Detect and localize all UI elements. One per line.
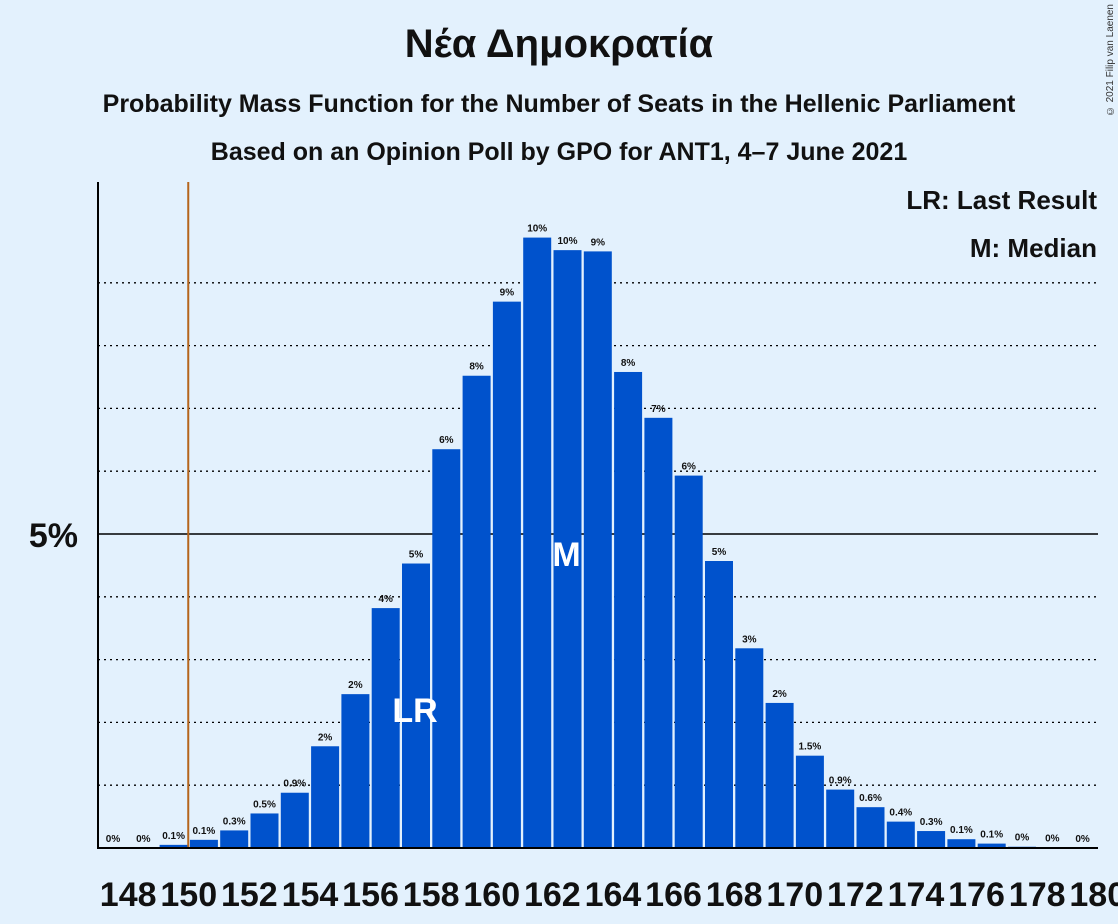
bar-value-label: 0.1% bbox=[980, 830, 1003, 841]
bar bbox=[220, 830, 249, 848]
bar bbox=[280, 792, 309, 848]
x-tick-label: 160 bbox=[463, 876, 520, 914]
bar bbox=[795, 755, 824, 848]
bar bbox=[341, 694, 370, 848]
bar bbox=[189, 839, 218, 848]
bar bbox=[705, 561, 733, 848]
x-tick-label: 150 bbox=[160, 876, 217, 914]
bar-value-label: 0.3% bbox=[223, 816, 246, 827]
x-tick-label: 178 bbox=[1009, 876, 1066, 914]
x-tick-label: 170 bbox=[766, 876, 823, 914]
x-tick-label: 162 bbox=[524, 876, 581, 914]
bar-value-label: 0% bbox=[1045, 834, 1060, 845]
bar-value-label: 0% bbox=[1015, 833, 1030, 844]
bar-value-label: 0.3% bbox=[920, 817, 943, 828]
x-tick-label: 152 bbox=[221, 876, 278, 914]
bar-value-label: 10% bbox=[557, 236, 577, 247]
bar bbox=[886, 821, 915, 848]
x-tick-label: 164 bbox=[585, 876, 642, 914]
x-tick-label: 154 bbox=[282, 876, 339, 914]
bar bbox=[644, 417, 673, 848]
bar bbox=[583, 251, 612, 848]
chart-subtitle: Probability Mass Function for the Number… bbox=[102, 90, 1016, 118]
bar bbox=[826, 789, 855, 848]
bar bbox=[977, 843, 1006, 848]
bar bbox=[432, 449, 461, 848]
bar-value-label: 0.9% bbox=[829, 776, 852, 787]
bar-value-label: 0% bbox=[1075, 834, 1090, 845]
bar-value-label: 0.6% bbox=[859, 793, 882, 804]
x-tick-label: 180 bbox=[1069, 876, 1118, 914]
bar bbox=[462, 375, 491, 848]
legend-median: M: Median bbox=[970, 233, 1097, 263]
bar-value-label: 8% bbox=[469, 362, 484, 373]
last-result-marker: LR bbox=[392, 692, 437, 730]
bar bbox=[371, 608, 400, 848]
bar-value-label: 0.1% bbox=[950, 825, 973, 836]
bar-value-label: 9% bbox=[500, 288, 515, 299]
bar-value-label: 0% bbox=[106, 834, 121, 845]
bar-value-label: 2% bbox=[318, 732, 333, 743]
bar-value-label: 7% bbox=[651, 404, 666, 415]
bar bbox=[735, 648, 764, 848]
bar-value-label: 0% bbox=[136, 834, 151, 845]
chart-source: Based on an Opinion Poll by GPO for ANT1… bbox=[210, 138, 908, 166]
bar bbox=[250, 813, 279, 848]
bar-value-label: 6% bbox=[439, 435, 454, 446]
bar-value-label: 6% bbox=[681, 462, 696, 473]
x-tick-label: 172 bbox=[827, 876, 884, 914]
bar-value-label: 2% bbox=[348, 680, 363, 691]
bar bbox=[856, 807, 885, 848]
bar bbox=[614, 371, 643, 848]
bar-value-label: 5% bbox=[409, 550, 424, 561]
bar-value-label: 2% bbox=[772, 689, 787, 700]
x-tick-label: 156 bbox=[342, 876, 399, 914]
bar-value-label: 0.1% bbox=[162, 831, 185, 842]
bar bbox=[674, 475, 703, 848]
chart-title: Νέα Δημοκρατία bbox=[404, 22, 714, 66]
bar bbox=[159, 844, 188, 848]
bar bbox=[523, 237, 552, 849]
bar-value-label: 1.5% bbox=[799, 742, 822, 753]
bar-value-label: 9% bbox=[591, 237, 606, 248]
bar bbox=[553, 250, 582, 849]
y-tick-label: 5% bbox=[29, 517, 78, 555]
bar-value-label: 3% bbox=[742, 634, 757, 645]
x-tick-label: 158 bbox=[403, 876, 460, 914]
bar-value-label: 0.5% bbox=[253, 799, 276, 810]
x-tick-label: 174 bbox=[888, 876, 945, 914]
bar bbox=[765, 702, 794, 848]
x-tick-label: 166 bbox=[645, 876, 702, 914]
bar-value-label: 10% bbox=[527, 224, 547, 235]
x-tick-label: 148 bbox=[100, 876, 157, 914]
bar-value-label: 0.1% bbox=[193, 826, 216, 837]
bar-value-label: 5% bbox=[712, 547, 727, 558]
bar bbox=[917, 831, 946, 848]
x-tick-label: 168 bbox=[706, 876, 763, 914]
legend-last-result: LR: Last Result bbox=[906, 185, 1097, 215]
bar-value-label: 0.4% bbox=[889, 808, 912, 819]
bar-value-label: 8% bbox=[621, 358, 636, 369]
bar bbox=[402, 563, 430, 848]
bar-value-label: 0.9% bbox=[283, 779, 306, 790]
bar bbox=[311, 746, 340, 848]
x-tick-label: 176 bbox=[948, 876, 1005, 914]
bar-value-label: 4% bbox=[378, 594, 393, 605]
median-marker: M bbox=[552, 536, 580, 574]
bar bbox=[492, 301, 521, 848]
bar bbox=[947, 839, 976, 848]
